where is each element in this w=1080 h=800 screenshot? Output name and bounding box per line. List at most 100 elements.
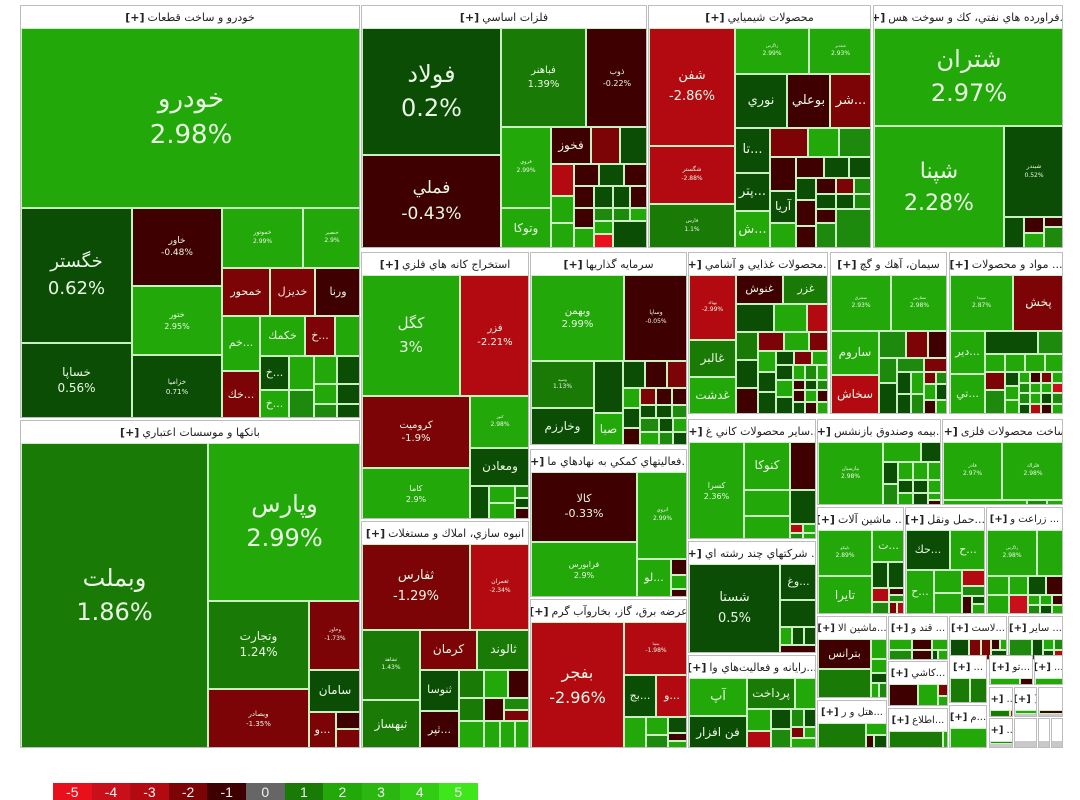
sector-header[interactable]: سرمايه گذاريها [+] [531, 253, 686, 275]
stock-tile[interactable] [624, 717, 646, 747]
stock-tile[interactable]: ثعمران -2.34% [470, 544, 528, 630]
stock-tile[interactable] [1040, 605, 1052, 613]
sector-header[interactable]: ...تو [+] [990, 656, 1032, 678]
stock-tile[interactable] [646, 735, 668, 747]
stock-tile[interactable] [985, 354, 1005, 372]
stock-tile[interactable] [1019, 404, 1030, 413]
expand-icon[interactable]: [+] [950, 257, 969, 271]
stock-tile[interactable] [985, 331, 1038, 354]
stock-tile[interactable] [594, 208, 613, 221]
expand-icon[interactable]: [+] [837, 257, 857, 271]
stock-tile[interactable] [1041, 383, 1052, 393]
stock-tile[interactable] [889, 595, 903, 602]
stock-tile[interactable] [928, 331, 946, 358]
stock-tile[interactable] [943, 731, 947, 747]
stock-tile[interactable] [1045, 354, 1062, 372]
stock-tile[interactable] [804, 709, 815, 727]
stock-tile[interactable] [574, 228, 594, 247]
stock-tile[interactable] [912, 650, 932, 659]
expand-icon[interactable]: [+] [874, 10, 886, 24]
stock-tile[interactable] [943, 500, 1027, 504]
stock-tile[interactable] [991, 639, 1000, 650]
stock-tile[interactable] [889, 650, 912, 659]
stock-tile[interactable] [500, 721, 515, 747]
stock-tile[interactable]: شپنا 2.28% [874, 126, 1004, 247]
stock-tile[interactable] [981, 639, 991, 659]
stock-tile[interactable]: پرداخت [747, 678, 795, 709]
stock-tile[interactable] [484, 670, 508, 698]
stock-tile[interactable]: ثنوسا [420, 670, 459, 711]
stock-tile[interactable]: وپارس 2.99% [208, 443, 359, 601]
stock-tile[interactable] [990, 741, 1012, 744]
stock-tile[interactable] [897, 372, 911, 394]
sector-header[interactable]: ...بيمه وصندوق بازنشس[+] [818, 420, 940, 442]
stock-tile[interactable] [784, 332, 809, 351]
stock-tile[interactable] [1005, 354, 1025, 372]
stock-tile[interactable] [962, 586, 984, 596]
stock-tile[interactable] [776, 365, 793, 380]
stock-tile[interactable] [780, 600, 815, 627]
stock-tile[interactable] [1032, 639, 1043, 659]
stock-tile[interactable] [888, 562, 903, 588]
stock-tile[interactable]: ساروم [831, 331, 879, 375]
stock-tile[interactable] [950, 728, 986, 747]
stock-tile[interactable] [646, 717, 668, 735]
stock-tile[interactable] [671, 589, 686, 596]
stock-tile[interactable] [1000, 639, 1006, 650]
stock-tile[interactable] [668, 717, 686, 733]
stock-tile[interactable] [747, 709, 771, 731]
sector-header[interactable]: ...ماشين الا [+] [818, 617, 886, 639]
stock-tile[interactable]: وبملت 1.86% [21, 443, 208, 747]
stock-tile[interactable] [336, 712, 359, 729]
stock-tile[interactable] [932, 650, 938, 659]
sector-header[interactable]: ... ساير [+] [1009, 617, 1062, 639]
stock-tile[interactable] [934, 570, 962, 593]
stock-tile[interactable] [1024, 217, 1044, 233]
stock-tile[interactable]: ...خ [260, 390, 289, 417]
stock-tile[interactable]: خنصیر 2.9% [303, 208, 359, 268]
stock-tile[interactable] [889, 684, 918, 705]
expand-icon[interactable]: [+] [379, 257, 399, 271]
stock-tile[interactable]: خكمك [260, 316, 305, 356]
stock-tile[interactable]: كنوكا [744, 442, 790, 490]
stock-tile[interactable] [1030, 372, 1041, 383]
sector-header[interactable]: ... زراعت و [+] [987, 508, 1062, 530]
stock-tile[interactable] [459, 698, 484, 721]
stock-tile[interactable] [776, 397, 793, 413]
stock-tile[interactable]: كالا -0.33% [531, 472, 637, 542]
stock-tile[interactable] [771, 729, 791, 747]
stock-tile[interactable]: غنوش [736, 275, 783, 304]
sector-header[interactable]: ساخت محصولات فلزى[+] [943, 420, 1062, 442]
stock-tile[interactable] [630, 186, 646, 208]
stock-tile[interactable]: كنور 2.98% [470, 396, 528, 448]
stock-tile[interactable] [744, 516, 790, 538]
stock-tile[interactable] [883, 484, 898, 504]
stock-tile[interactable] [928, 500, 940, 504]
stock-tile[interactable] [336, 729, 359, 747]
stock-tile[interactable]: تاپیکو 2.89% [818, 530, 872, 576]
stock-tile[interactable] [774, 304, 807, 332]
stock-tile[interactable] [770, 157, 796, 191]
stock-tile[interactable] [936, 400, 946, 413]
stock-tile[interactable]: ...ثپر [420, 711, 459, 747]
stock-tile[interactable] [591, 127, 620, 164]
stock-tile[interactable] [314, 384, 337, 404]
stock-tile[interactable]: تايرا [818, 576, 872, 613]
stock-tile[interactable]: ومعادن [470, 448, 528, 486]
stock-tile[interactable] [791, 709, 804, 727]
stock-tile[interactable] [854, 194, 870, 209]
sector-header[interactable]: ...فعاليتهاي كمكي به نهادهاي ما[+] [531, 450, 686, 472]
stock-tile[interactable] [1024, 233, 1044, 247]
stock-tile[interactable] [551, 164, 574, 196]
stock-tile[interactable] [1054, 639, 1062, 650]
expand-icon[interactable]: [+] [989, 513, 1008, 525]
stock-tile[interactable] [594, 186, 613, 208]
stock-tile[interactable] [758, 372, 776, 392]
stock-tile[interactable] [1009, 595, 1028, 613]
stock-tile[interactable] [551, 196, 574, 223]
stock-tile[interactable] [1009, 576, 1028, 595]
stock-tile[interactable] [337, 404, 359, 417]
stock-tile[interactable] [866, 735, 874, 747]
stock-tile[interactable]: بفجر -2.96% [531, 622, 624, 747]
stock-tile[interactable] [990, 710, 1010, 716]
